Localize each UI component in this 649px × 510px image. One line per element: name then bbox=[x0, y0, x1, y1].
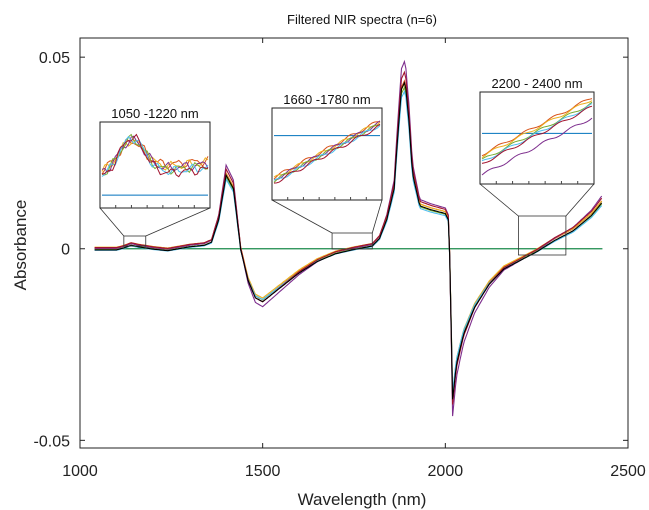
inset-line-5 bbox=[481, 101, 593, 160]
x-tick-label: 1500 bbox=[245, 463, 281, 480]
x-tick-label: 1000 bbox=[62, 463, 98, 480]
y-axis-ticks: -0.05 0 0.05 bbox=[34, 50, 628, 450]
y-tick-label: 0 bbox=[61, 242, 70, 259]
inset-line-2 bbox=[101, 139, 209, 175]
inset-title: 2200 - 2400 nm bbox=[491, 76, 582, 91]
zoom-region-box bbox=[331, 232, 373, 250]
insets-layer: 1050 -1220 nm 1660 -1780 nm 2200 - 2400 nm bbox=[99, 76, 595, 256]
plot-area bbox=[79, 37, 629, 449]
zoom-connector-left bbox=[479, 183, 519, 217]
zoom-connector-left bbox=[99, 207, 125, 237]
zoom-connector-right bbox=[371, 199, 383, 234]
inset-line-7 bbox=[273, 123, 381, 184]
inset-line-4 bbox=[273, 120, 381, 181]
inset-line-2 bbox=[481, 98, 593, 157]
spectrum-line-7 bbox=[94, 81, 603, 400]
inset-line-4 bbox=[481, 117, 593, 176]
inset-title: 1660 -1780 nm bbox=[283, 92, 370, 107]
inset-line-7 bbox=[481, 105, 593, 164]
plot-frame bbox=[79, 37, 629, 449]
zoom-region-box bbox=[518, 215, 567, 256]
zoom-connector-right bbox=[565, 183, 595, 217]
inset-line-3 bbox=[481, 100, 593, 159]
inset-panel-3: 2200 - 2400 nm bbox=[479, 76, 595, 256]
x-tick-label: 2000 bbox=[428, 463, 464, 480]
y-axis-label: Absorbance bbox=[11, 200, 30, 291]
zoom-connector-left bbox=[271, 199, 333, 234]
inset-line-7 bbox=[101, 133, 209, 178]
inset-panel-1: 1050 -1220 nm bbox=[99, 106, 211, 247]
x-tick-label: 2500 bbox=[610, 463, 646, 480]
zoom-connector-right bbox=[145, 207, 211, 237]
x-axis-ticks: 1000 1500 2000 2500 bbox=[62, 38, 646, 480]
inset-line-6 bbox=[481, 103, 593, 162]
inset-line-6 bbox=[273, 125, 381, 181]
chart-title: Filtered NIR spectra (n=6) bbox=[287, 12, 437, 27]
inset-title: 1050 -1220 nm bbox=[111, 106, 198, 121]
x-axis-label: Wavelength (nm) bbox=[298, 490, 427, 509]
zoom-region-box bbox=[123, 235, 147, 247]
inset-panel-2: 1660 -1780 nm bbox=[271, 92, 383, 250]
y-tick-label: 0.05 bbox=[39, 50, 70, 67]
y-tick-label: -0.05 bbox=[34, 433, 71, 450]
inset-line-6 bbox=[101, 135, 209, 177]
